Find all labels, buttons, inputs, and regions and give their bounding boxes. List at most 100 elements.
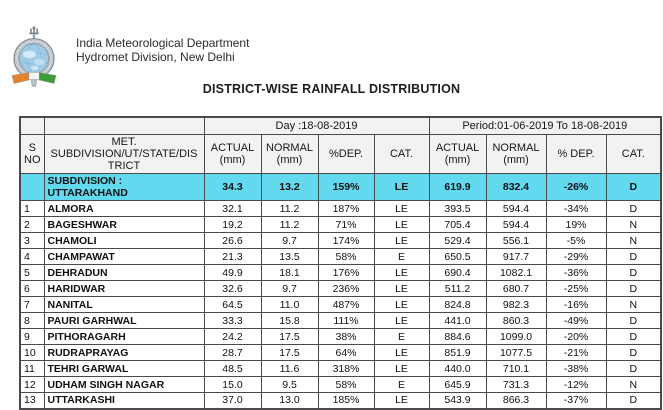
row-period-normal: 556.1 xyxy=(485,232,547,249)
row-sno: 1 xyxy=(19,200,45,217)
row-period-cat: N xyxy=(605,216,662,233)
row-period-dep: -34% xyxy=(545,200,607,217)
row-day-actual: 32.1 xyxy=(203,200,262,217)
row-sno: 6 xyxy=(19,280,45,297)
row-period-normal: 1082.1 xyxy=(485,264,547,281)
row-day-actual: 15.0 xyxy=(203,376,262,393)
row-district-name: PAURI GARHWAL xyxy=(43,312,205,329)
row-district-name: CHAMOLI xyxy=(43,232,205,249)
row-district-name: UTTARKASHI xyxy=(43,392,205,409)
row-day-cat: LE xyxy=(373,200,430,217)
row-day-dep: 38% xyxy=(317,328,375,345)
row-sno: 4 xyxy=(19,248,45,265)
row-day-actual: 49.9 xyxy=(203,264,262,281)
table-row: 13 UTTARKASHI 37.0 13.0 185% LE 543.9 86… xyxy=(19,392,662,409)
row-period-dep: -12% xyxy=(545,376,607,393)
row-district-name: DEHRADUN xyxy=(43,264,205,281)
row-day-normal: 17.5 xyxy=(260,344,319,361)
row-day-cat: LE xyxy=(373,216,430,233)
row-period-dep: -37% xyxy=(545,392,607,409)
row-district-name: TEHRI GARWAL xyxy=(43,360,205,377)
row-day-normal: 11.6 xyxy=(260,360,319,377)
col-header-day-cat: CAT. xyxy=(373,134,430,174)
row-sno: 12 xyxy=(19,376,45,393)
row-period-cat: D xyxy=(605,280,662,297)
table-column-header-row: S NO MET. SUBDIVISION/UT/STATE/DIS TRICT… xyxy=(19,134,662,174)
col-header-period-actual: ACTUAL (mm) xyxy=(428,134,487,174)
col-header-day-normal: NORMAL (mm) xyxy=(260,134,319,174)
row-day-actual: 34.3 xyxy=(203,173,262,201)
table-row: 3 CHAMOLI 26.6 9.7 174% LE 529.4 556.1 -… xyxy=(19,232,662,249)
row-district-name: UDHAM SINGH NAGAR xyxy=(43,376,205,393)
row-district-name: SUBDIVISION : UTTARAKHAND xyxy=(43,173,205,201)
row-day-actual: 28.7 xyxy=(203,344,262,361)
row-sno: 11 xyxy=(19,360,45,377)
row-district-name: ALMORA xyxy=(43,200,205,217)
row-period-cat: D xyxy=(605,173,662,201)
row-period-actual: 650.5 xyxy=(428,248,487,265)
row-period-normal: 680.7 xyxy=(485,280,547,297)
row-period-dep: -29% xyxy=(545,248,607,265)
row-period-dep: -38% xyxy=(545,360,607,377)
row-day-normal: 9.5 xyxy=(260,376,319,393)
row-period-actual: 440.0 xyxy=(428,360,487,377)
row-sno: 13 xyxy=(19,392,45,409)
rainfall-table-body: SUBDIVISION : UTTARAKHAND 34.3 13.2 159%… xyxy=(19,173,662,409)
row-day-cat: E xyxy=(373,376,430,393)
row-period-cat: N xyxy=(605,296,662,313)
table-row: 9 PITHORAGARH 24.2 17.5 38% E 884.6 1099… xyxy=(19,328,662,345)
row-day-dep: 111% xyxy=(317,312,375,329)
table-row: 1 ALMORA 32.1 11.2 187% LE 393.5 594.4 -… xyxy=(19,200,662,217)
row-day-normal: 11.0 xyxy=(260,296,319,313)
row-period-actual: 705.4 xyxy=(428,216,487,233)
row-period-normal: 1099.0 xyxy=(485,328,547,345)
row-sno: 10 xyxy=(19,344,45,361)
row-period-actual: 511.2 xyxy=(428,280,487,297)
row-day-cat: LE xyxy=(373,312,430,329)
row-day-actual: 48.5 xyxy=(203,360,262,377)
row-day-dep: 236% xyxy=(317,280,375,297)
row-day-dep: 185% xyxy=(317,392,375,409)
row-day-normal: 17.5 xyxy=(260,328,319,345)
row-period-dep: -5% xyxy=(545,232,607,249)
row-district-name: NANITAL xyxy=(43,296,205,313)
page-title: DISTRICT-WISE RAINFALL DISTRIBUTION xyxy=(202,82,461,96)
col-header-day-dep: %DEP. xyxy=(317,134,375,174)
row-period-actual: 619.9 xyxy=(428,173,487,201)
table-row: 4 CHAMPAWAT 21.3 13.5 58% E 650.5 917.7 … xyxy=(19,248,662,265)
row-period-cat: D xyxy=(605,344,662,361)
row-day-cat: LE xyxy=(373,280,430,297)
row-day-dep: 58% xyxy=(317,376,375,393)
row-day-dep: 64% xyxy=(317,344,375,361)
row-day-cat: LE xyxy=(373,296,430,313)
row-period-cat: D xyxy=(605,264,662,281)
row-period-normal: 710.1 xyxy=(485,360,547,377)
row-period-dep: -36% xyxy=(545,264,607,281)
row-period-normal: 860.3 xyxy=(485,312,547,329)
col-header-period-cat: CAT. xyxy=(605,134,662,174)
row-period-normal: 594.4 xyxy=(485,200,547,217)
row-period-normal: 832.4 xyxy=(485,173,547,201)
row-period-normal: 1077.5 xyxy=(485,344,547,361)
row-period-actual: 645.9 xyxy=(428,376,487,393)
row-sno: 3 xyxy=(19,232,45,249)
row-sno: 7 xyxy=(19,296,45,313)
row-period-actual: 851.9 xyxy=(428,344,487,361)
row-period-normal: 731.3 xyxy=(485,376,547,393)
row-district-name: CHAMPAWAT xyxy=(43,248,205,265)
table-row: 7 NANITAL 64.5 11.0 487% LE 824.8 982.3 … xyxy=(19,296,662,313)
col-header-met-subdivision: MET. SUBDIVISION/UT/STATE/DIS TRICT xyxy=(43,134,205,174)
row-sno: 9 xyxy=(19,328,45,345)
row-day-cat: LE xyxy=(373,360,430,377)
row-period-normal: 866.3 xyxy=(485,392,547,409)
org-header: India Meteorological Department Hydromet… xyxy=(76,36,249,64)
row-period-dep: -26% xyxy=(545,173,607,201)
row-sno xyxy=(19,173,45,201)
row-period-actual: 543.9 xyxy=(428,392,487,409)
col-header-period-dep: % DEP. xyxy=(545,134,607,174)
row-day-actual: 37.0 xyxy=(203,392,262,409)
row-day-normal: 9.7 xyxy=(260,232,319,249)
day-group-header: Day :18-08-2019 xyxy=(203,116,430,135)
row-day-dep: 159% xyxy=(317,173,375,201)
